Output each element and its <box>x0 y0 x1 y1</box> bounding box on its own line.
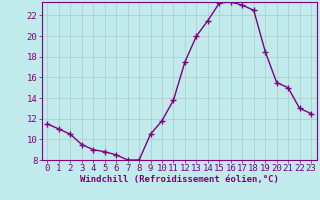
X-axis label: Windchill (Refroidissement éolien,°C): Windchill (Refroidissement éolien,°C) <box>80 175 279 184</box>
